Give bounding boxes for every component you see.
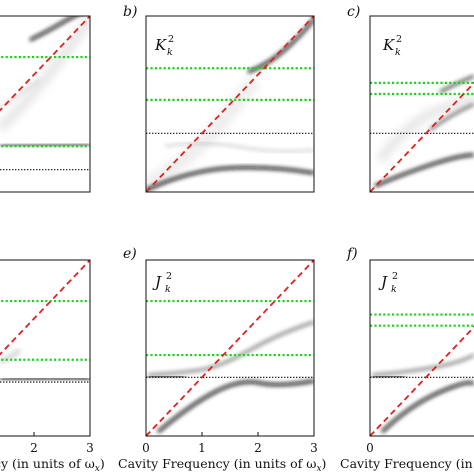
panel-d [0, 259, 91, 437]
panel-e-quantity-subscript: k [165, 284, 171, 295]
panel-c-frame [369, 15, 474, 193]
x-axis-label-left-text: cy (in units of ω [0, 456, 95, 471]
panel-b-lines [146, 16, 314, 192]
x-tick-labels: 2 3 0 1 2 3 0 [30, 432, 374, 455]
panel-b-quantity-symbol: K [154, 36, 167, 54]
panel-a [0, 15, 91, 193]
panel-c-quantity-symbol: K [382, 36, 395, 54]
panel-f-frame [369, 259, 474, 437]
x-axis-label-middle-sub: x [316, 464, 321, 474]
panel-a-frame [0, 15, 91, 193]
panel-b-spectral-heatmap [146, 17, 314, 192]
x-axis-label-left: cy (in units of ωx) [0, 456, 105, 474]
panel-e-tick-label-2: 2 [254, 441, 262, 455]
panel-b-quantity-superscript: 2 [168, 34, 174, 45]
x-axis-label-right-text: Cavity Frequency (in units of ω [340, 456, 474, 471]
panel-f-tick-label-0: 0 [366, 441, 374, 455]
panel-d-diagonal-line-0 [0, 260, 90, 356]
panel-e-frame [145, 259, 315, 437]
panel-e-tick-label-0: 0 [142, 441, 150, 455]
panel-c-quantity-subscript: k [395, 47, 401, 58]
x-axis-label-middle: Cavity Frequency (in units of ωx) [118, 456, 326, 474]
panel-b-label: b) [123, 4, 137, 20]
panel-d-tick-label-3: 3 [86, 441, 94, 455]
panel-e-diagonal-line-0 [146, 260, 314, 436]
x-axis-label-middle-close: ) [322, 456, 327, 471]
panel-c-diagonal-line-0 [370, 81, 474, 192]
panel-c-quantity: K 2 k [382, 34, 402, 58]
panel-c-label: c) [347, 4, 360, 20]
panel-b-quantity: K 2 k [154, 34, 174, 58]
panel-f-diagonal-line-0 [370, 325, 474, 436]
panel-f-quantity-superscript: 2 [392, 271, 398, 282]
panel-c-spectral-heatmap [374, 74, 474, 188]
panel-d-lines [0, 260, 90, 383]
panel-a-lines [0, 16, 90, 171]
panel-d-spectral-heatmap [0, 347, 90, 382]
x-axis-label-middle-text: Cavity Frequency (in units of ω [118, 456, 316, 471]
panel-e-lines [146, 260, 314, 436]
panel-b-quantity-subscript: k [167, 47, 173, 58]
panel-e-quantity-symbol: J [152, 273, 162, 291]
panel-a-spectral-heatmap [0, 16, 90, 148]
panel-e-tick-label-1: 1 [198, 441, 206, 455]
panel-c: c) K 2 k [347, 4, 474, 193]
panel-d-tick-label-2: 2 [30, 441, 38, 455]
panel-e: e) J 2 k [123, 246, 315, 437]
panel-b: b) K 2 k [123, 4, 315, 193]
x-axis-label-right: Cavity Frequency (in units of ωx) [340, 456, 474, 474]
panel-b-diagonal-line-0 [146, 16, 314, 192]
panel-f-lines [370, 313, 474, 436]
panel-a-diagonal-line-0 [0, 16, 90, 112]
panel-d-frame [0, 259, 91, 437]
panel-b-frame [145, 15, 315, 193]
panel-f-quantity-symbol: J [378, 273, 388, 291]
panel-f-spectral-heatmap [371, 353, 474, 434]
panel-c-lines [370, 81, 474, 192]
panel-f-label: f) [346, 246, 358, 262]
panel-e-tick-label-3: 3 [310, 441, 318, 455]
panel-f-quantity-subscript: k [391, 284, 397, 295]
panel-f: f) J 2 k [346, 246, 474, 437]
x-axis-label-left-sub: x [95, 464, 100, 474]
panel-e-quantity: J 2 k [152, 271, 172, 295]
panel-e-quantity-superscript: 2 [166, 271, 172, 282]
panel-e-label: e) [123, 246, 137, 262]
x-axis-labels: cy (in units of ωx) Cavity Frequency (in… [0, 456, 474, 474]
panel-f-quantity: J 2 k [378, 271, 398, 295]
panel-c-quantity-superscript: 2 [396, 34, 402, 45]
x-axis-label-left-close: ) [100, 456, 105, 471]
